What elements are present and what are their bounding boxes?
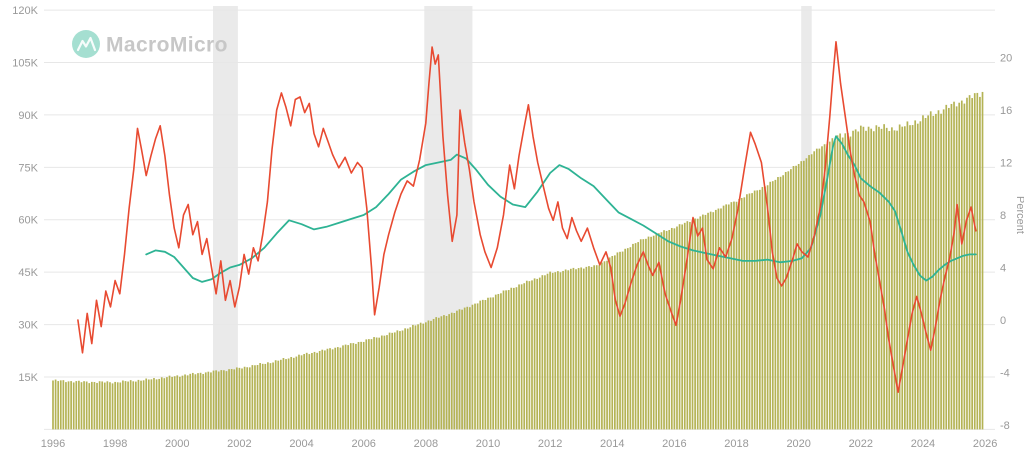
svg-text:2026: 2026: [973, 438, 997, 450]
bar-series[interactable]: [52, 91, 984, 430]
svg-text:2000: 2000: [165, 438, 189, 450]
brand-logo-text: MacroMicro: [106, 34, 228, 57]
svg-text:2014: 2014: [600, 438, 624, 450]
svg-text:2020: 2020: [786, 438, 810, 450]
svg-text:90K: 90K: [18, 110, 38, 122]
svg-text:2010: 2010: [476, 438, 500, 450]
svg-text:1998: 1998: [103, 438, 127, 450]
svg-text:2004: 2004: [289, 438, 313, 450]
svg-text:105K: 105K: [12, 57, 38, 69]
macromicro-logo-mountain-icon: [76, 36, 97, 52]
svg-text:15K: 15K: [18, 372, 38, 384]
svg-text:2002: 2002: [227, 438, 251, 450]
svg-text:2006: 2006: [351, 438, 375, 450]
svg-text:-4: -4: [1000, 368, 1010, 380]
right-axis-title: Percent: [1014, 196, 1024, 234]
red-line-series[interactable]: [77, 41, 977, 393]
macromicro-logo-icon: [72, 30, 100, 58]
brand-logo: MacroMicro: [72, 30, 228, 58]
x-axis-labels: 1996 1998 2000 2002 2004 2006 2008 2010 2012 2014…: [41, 438, 998, 450]
svg-text:8: 8: [1000, 210, 1006, 222]
svg-text:0: 0: [1000, 315, 1006, 327]
svg-text:1996: 1996: [41, 438, 65, 450]
svg-text:2018: 2018: [724, 438, 748, 450]
svg-text:2022: 2022: [849, 438, 873, 450]
svg-text:12: 12: [1000, 158, 1012, 170]
svg-text:2016: 2016: [662, 438, 686, 450]
svg-text:20: 20: [1000, 53, 1012, 65]
green-line-series[interactable]: [145, 135, 977, 283]
svg-text:45K: 45K: [18, 267, 38, 279]
svg-text:2024: 2024: [911, 438, 935, 450]
svg-text:75K: 75K: [18, 162, 38, 174]
svg-text:16: 16: [1000, 105, 1012, 117]
gridlines: [44, 9, 995, 430]
svg-text:120K: 120K: [12, 5, 38, 17]
svg-text:60K: 60K: [18, 215, 38, 227]
svg-text:2008: 2008: [414, 438, 438, 450]
svg-text:2012: 2012: [538, 438, 562, 450]
right-axis-labels: -8 -4 0 4 8 12 16 20: [1000, 53, 1012, 433]
recession-bands: [213, 6, 812, 430]
left-axis-labels: 15K 30K 45K 60K 75K 90K 105K 120K: [12, 5, 38, 384]
svg-text:4: 4: [1000, 263, 1006, 275]
svg-text:30K: 30K: [18, 320, 38, 332]
svg-text:-8: -8: [1000, 420, 1010, 432]
